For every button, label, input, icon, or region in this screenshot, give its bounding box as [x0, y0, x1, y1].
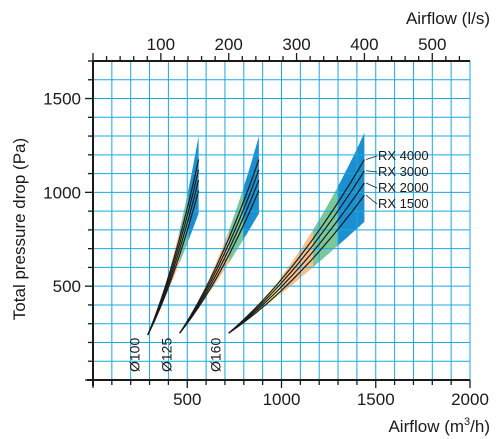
curve-2-rx-4000	[179, 159, 260, 334]
series-leader	[365, 182, 378, 189]
x-tick-label: 2000	[451, 390, 489, 409]
y-tick-label: 1500	[43, 90, 81, 109]
duct-size-label-3: Ø160	[208, 338, 224, 372]
curve-3-rx-2000	[228, 182, 365, 334]
curve-2-rx-1500	[179, 190, 260, 334]
x2-tick-label: 500	[418, 35, 446, 54]
y-axis-title: Total pressure drop (Pa)	[10, 138, 29, 320]
zone-1-4	[188, 136, 199, 241]
x-tick-label: 500	[173, 390, 201, 409]
x2-tick-label: 100	[147, 35, 175, 54]
series-label: RX 3000	[378, 164, 429, 179]
series-label: RX 1500	[378, 196, 429, 211]
bottom-axis-title: Airflow (m3/h)	[388, 416, 490, 436]
duct-size-label-2: Ø125	[159, 338, 175, 372]
curve-2-rx-3000	[179, 169, 260, 334]
zone-2-3	[228, 189, 243, 264]
zone-3-3	[312, 187, 338, 268]
series-leader	[365, 170, 378, 173]
y-tick-label: 1000	[43, 183, 81, 202]
curve-1-rx-1500	[147, 190, 200, 336]
x2-tick-label: 200	[215, 35, 243, 54]
curve-2-rx-2000	[179, 179, 260, 334]
top-axis-title: Airflow (l/s)	[406, 9, 490, 28]
x-tick-label: 1500	[357, 390, 395, 409]
series-leader	[365, 194, 378, 205]
axes	[85, 53, 471, 388]
zone-3-2	[280, 230, 313, 295]
y-tick-label: 500	[53, 277, 81, 296]
curve-3-rx-3000	[228, 170, 365, 334]
curve-3-rx-4000	[228, 159, 365, 334]
x2-tick-label: 300	[282, 35, 310, 54]
series-label: RX 2000	[378, 180, 429, 195]
duct-size-label-1: Ø100	[127, 338, 143, 372]
zone-2-4	[243, 136, 259, 241]
curve-3-rx-1500	[228, 194, 365, 334]
curve-lines	[147, 159, 365, 336]
series-leader	[365, 155, 378, 160]
x2-tick-label: 400	[350, 35, 378, 54]
zone-3-4	[337, 132, 365, 247]
tick-labels: 500 1000 1500 2000 500 1000 1500 100 200 300 400 50…	[43, 35, 489, 409]
duct-size-labels: Ø100 Ø125 Ø160	[127, 338, 224, 372]
series-label: RX 4000	[378, 148, 429, 163]
x-tick-label: 1000	[263, 390, 301, 409]
